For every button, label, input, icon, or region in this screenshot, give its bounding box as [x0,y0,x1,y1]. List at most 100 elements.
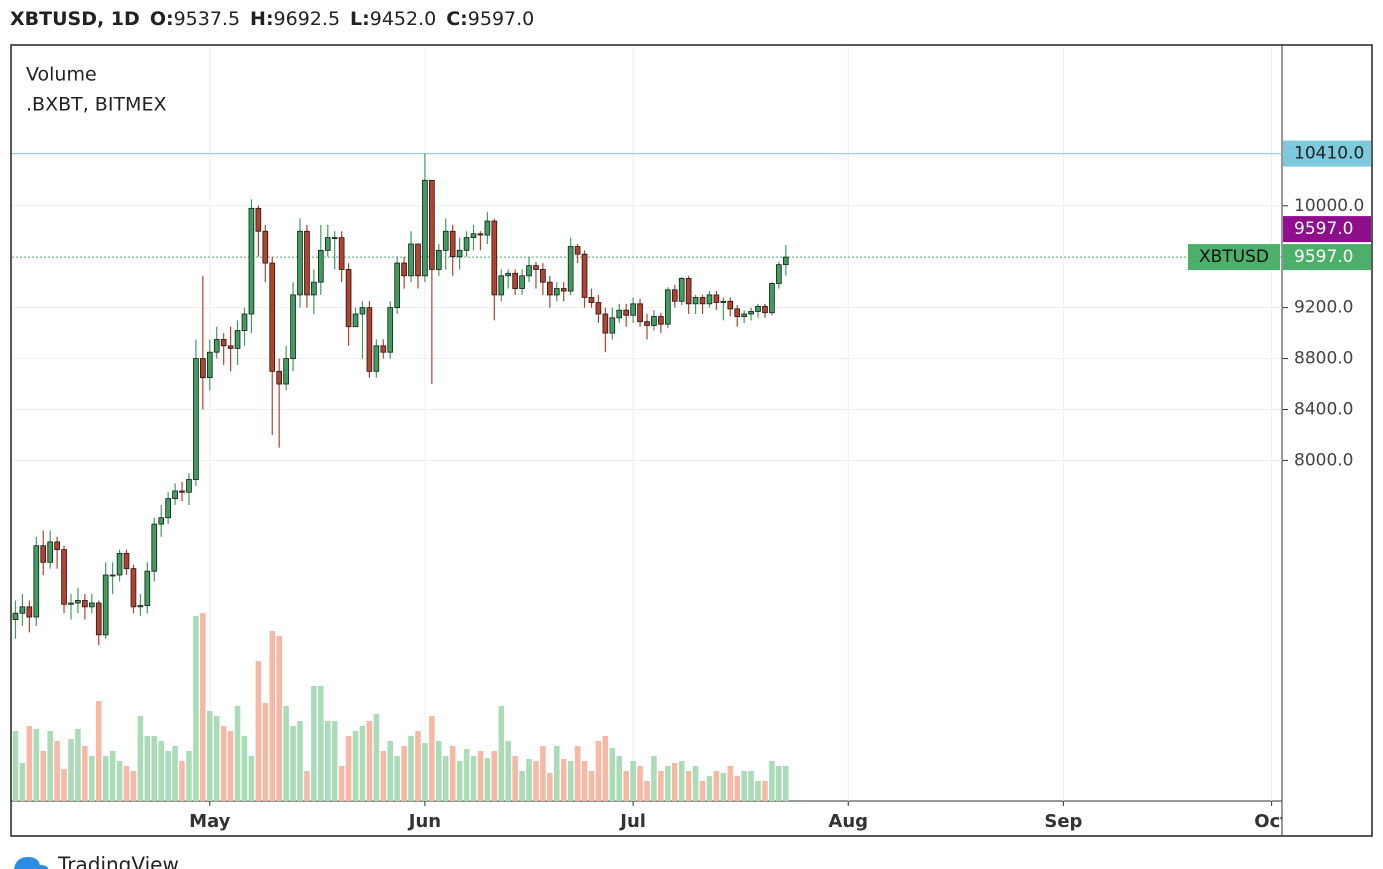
candle-body [186,479,192,493]
candle-body [408,243,414,277]
x-tick-label: Sep [1044,811,1082,832]
volume-bar [685,771,692,801]
candle-body [769,283,775,314]
volume-bar [547,773,553,801]
candle-body [484,220,491,236]
volume-bar [227,731,234,801]
volume-bar [637,766,643,801]
candle-body [630,303,636,316]
volume-bar [602,736,609,801]
candle-body [248,207,255,315]
candle-body [123,552,130,570]
header-text: 9692.5 [274,8,340,30]
candle-body [269,262,276,372]
volume-bar [144,736,151,801]
candle-body [276,370,283,385]
candle-body [75,600,81,604]
candle-body [491,220,498,296]
candle-body [387,307,394,353]
candle-body [12,612,19,620]
volume-bar [137,716,144,801]
header: XBTUSD, 1D O:9537.5 H:9692.5 L:9452.0 C:9597… [10,8,534,30]
candle-body [526,265,532,277]
candle-body [449,230,456,258]
candle-body [227,345,234,349]
volume-bar [262,703,269,801]
candle-body [82,600,88,608]
volume-bar [179,761,185,801]
volume-bar [95,701,102,801]
volume-bar [26,726,33,801]
candle-body [678,277,685,302]
volume-bar [186,751,192,801]
volume-bar [82,746,88,801]
volume-bar [318,686,324,801]
volume-bar [151,736,158,801]
candle-body [380,345,387,353]
candle-body [255,207,262,232]
volume-bar [491,751,498,801]
volume-bar [172,746,178,801]
volume-bar [442,756,449,801]
candle-body [352,313,359,328]
volume-bar [324,721,331,801]
volume-bar [595,741,602,801]
volume-bar [477,751,484,801]
volume-bar [276,636,282,801]
header-text: H: [250,8,274,30]
candle-body [664,289,671,325]
x-tick-label: Jun [407,811,441,832]
price-label-box [1283,216,1371,243]
volume-bar [706,776,713,801]
candle-body [470,233,477,239]
volume-bar [338,766,345,801]
candle-body [165,498,171,519]
header-text: XBTUSD, 1D [10,8,140,30]
candle-body [519,275,525,289]
candle-body [755,305,761,312]
volume-bar [359,726,366,801]
candle-body [47,541,53,563]
y-tick-label: 9200.0 [1294,298,1353,318]
candle-body [685,277,692,305]
volume-bar [567,761,574,801]
candle-body [435,249,442,270]
candle-body [26,606,33,618]
candle-body [283,358,289,385]
candle-body [651,316,657,326]
volume-bar [776,766,782,801]
candle-body [366,307,373,372]
candle-body [422,179,428,277]
candle-body [547,281,553,296]
volume-bar [12,731,19,801]
candle-body [345,269,352,328]
volume-bar [755,781,761,801]
volume-bar [526,759,532,801]
candle-body [477,233,484,236]
volume-bar [304,771,310,801]
candle-body [741,313,747,317]
candle-body [533,265,539,270]
candle-body [116,552,123,576]
y-tick-label: 10000.0 [1294,196,1364,216]
candle-body [560,288,567,292]
candle-body [713,294,720,303]
legend-title: Volume [26,64,97,86]
candle-body [137,605,144,608]
volume-bar [352,731,359,801]
volume-bar [692,766,699,801]
candle-body [574,246,581,255]
volume-bar [484,758,491,801]
candle-body [658,316,664,325]
candle-body [206,351,213,379]
volume-bar [109,751,116,801]
volume-bar [769,761,775,801]
candle-body [158,517,165,525]
candle-body [68,602,74,605]
volume-bar [762,781,768,801]
volume-bar [665,766,671,801]
volume-bar [408,736,414,801]
candle-body [102,574,109,636]
candle-body [401,262,407,277]
